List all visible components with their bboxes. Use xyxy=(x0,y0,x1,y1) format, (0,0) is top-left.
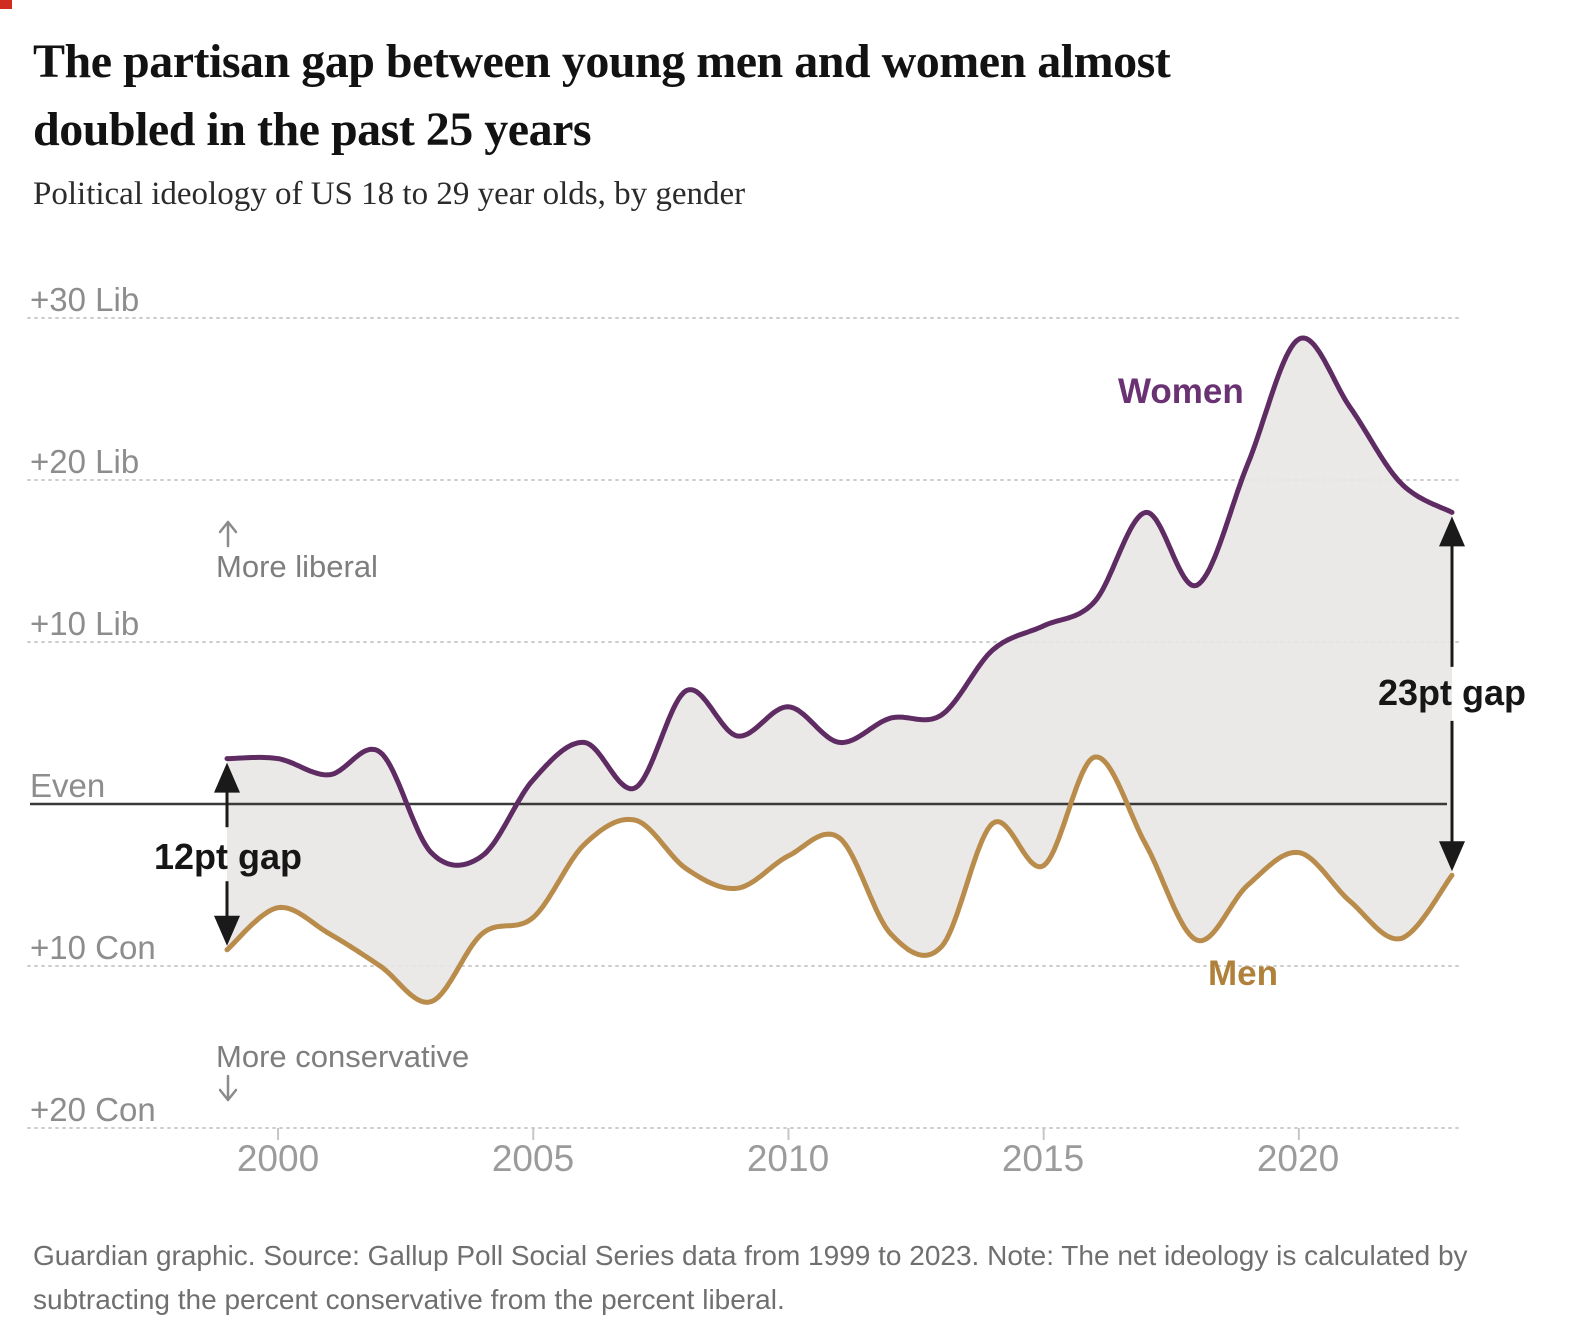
gap-start-label: 12pt gap xyxy=(153,836,303,877)
source-note-line1: Guardian graphic. Source: Gallup Poll So… xyxy=(33,1240,1468,1271)
more-liberal-label: More liberal xyxy=(216,549,378,584)
x-tick-marks xyxy=(277,1128,1300,1140)
gap-arrow xyxy=(1439,516,1465,872)
page-title-line1: The partisan gap between young men and w… xyxy=(33,35,1171,88)
y-tick-label-10con: +10 Con xyxy=(30,929,156,966)
x-tick-label-2010: 2010 xyxy=(746,1138,830,1179)
women-series-label: Women xyxy=(1118,372,1244,411)
gap-arrow xyxy=(214,762,240,946)
men-series-line xyxy=(224,754,1455,1005)
gap-annotation-arrows xyxy=(214,516,1465,946)
more-conservative-label: More conservative xyxy=(216,1039,470,1074)
y-tick-label-even: Even xyxy=(30,767,106,804)
page-title: The partisan gap between young men and w… xyxy=(33,28,1373,164)
gender-gap-band xyxy=(227,338,1452,1003)
y-tick-label-20lib: +20 Lib xyxy=(30,443,140,480)
screenshot-artifact xyxy=(0,0,12,9)
x-tick-label-2000: 2000 xyxy=(236,1138,320,1179)
source-note-line2: subtracting the percent conservative fro… xyxy=(33,1284,785,1315)
men-series-label: Men xyxy=(1208,954,1278,993)
y-tick-label-10lib: +10 Lib xyxy=(30,605,140,642)
women-series-line xyxy=(224,335,1455,868)
gridlines xyxy=(27,317,1463,1129)
more-conservative-arrow-icon xyxy=(218,1074,238,1102)
y-tick-label-30lib: +30 Lib xyxy=(30,281,140,318)
chart-subtitle: Political ideology of US 18 to 29 year o… xyxy=(33,176,746,212)
x-tick-label-2020: 2020 xyxy=(1256,1138,1340,1179)
gap-end-label: 23pt gap xyxy=(1377,672,1527,713)
x-tick-label-2005: 2005 xyxy=(491,1138,575,1179)
x-tick-label-2015: 2015 xyxy=(1001,1138,1085,1179)
source-note: Guardian graphic. Source: Gallup Poll So… xyxy=(33,1234,1533,1322)
more-liberal-arrow-icon xyxy=(218,520,238,548)
page-title-line2: doubled in the past 25 years xyxy=(33,103,592,156)
y-tick-label-20con: +20 Con xyxy=(30,1091,156,1128)
